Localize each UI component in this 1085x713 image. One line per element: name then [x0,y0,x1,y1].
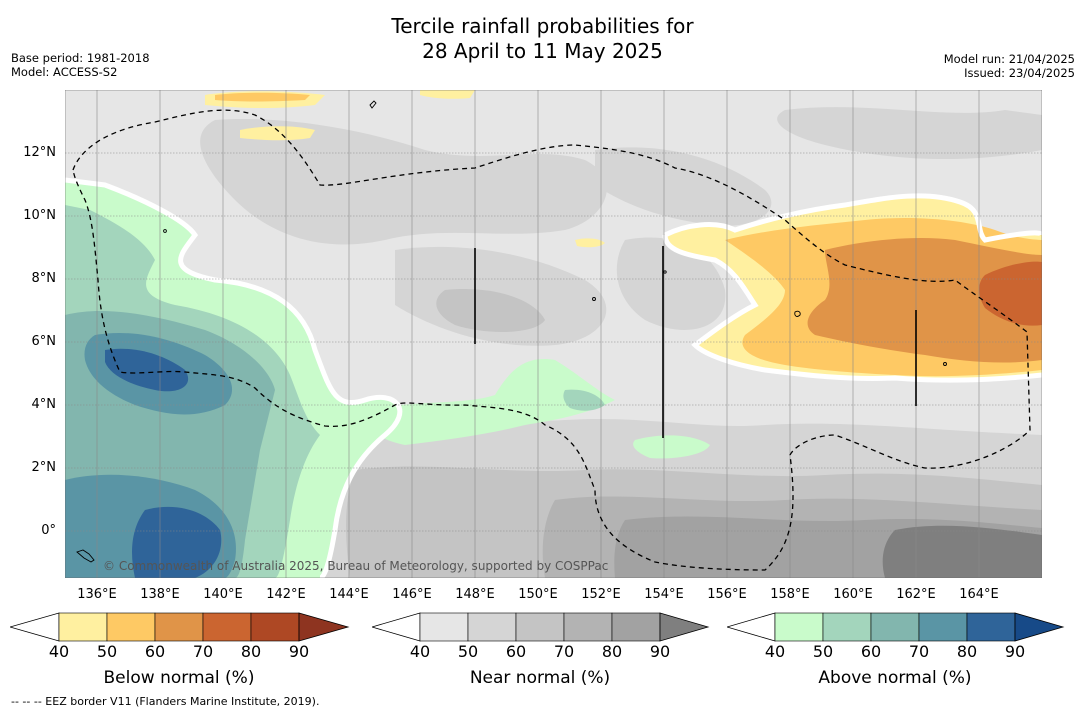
near-normal-90-region [882,525,1042,578]
lon-label-142e: 142°E [266,587,306,602]
colorbar-above-normal [727,612,1065,642]
lon-label-152e: 152°E [581,587,621,602]
above-tick-70: 70 [908,642,930,661]
lon-label-140e: 140°E [203,587,243,602]
below-tick-40: 40 [48,642,70,661]
lon-label-148e: 148°E [455,587,495,602]
lon-label-154e: 154°E [644,587,684,602]
title-line-2: 28 April to 11 May 2025 [422,39,663,63]
below-tick-60: 60 [144,642,166,661]
base-period: Base period: 1981-2018 [11,51,150,65]
eez-border-palau-fsm-west [72,109,1031,571]
lon-label-160e: 160°E [833,587,873,602]
eez-footnote: -- -- -- EEZ border V11 (Flanders Marine… [11,695,320,708]
above-normal-region [65,180,710,578]
below-normal-region [205,90,1042,381]
eez-solid-lines [474,246,917,438]
meta-left: Base period: 1981-2018 Model: ACCESS-S2 [11,51,150,79]
near-tick-90: 90 [649,642,671,661]
lat-label-2n: 2°N [31,460,57,475]
copyright-notice: © Commonwealth of Australia 2025, Bureau… [103,559,609,573]
below-tick-70: 70 [192,642,214,661]
near-tick-80: 80 [601,642,623,661]
colorbar-below-normal [10,612,350,642]
lat-label-0: 0° [41,523,56,538]
lat-label-6n: 6°N [31,334,57,349]
above-tick-90: 90 [1004,642,1026,661]
above-tick-50: 50 [812,642,834,661]
above-normal-label: Above normal (%) [818,668,972,688]
above-tick-80: 80 [956,642,978,661]
below-normal-label: Below normal (%) [103,668,255,688]
lat-label-4n: 4°N [31,397,57,412]
rainfall-probability-map [65,90,1042,578]
above-tick-60: 60 [860,642,882,661]
below-tick-90: 90 [288,642,310,661]
lon-label-146e: 146°E [392,587,432,602]
lon-label-156e: 156°E [707,587,747,602]
lon-label-164e: 164°E [959,587,999,602]
near-tick-50: 50 [457,642,479,661]
lon-label-144e: 144°E [329,587,369,602]
below-tick-80: 80 [240,642,262,661]
colorbar-near-normal [372,612,710,642]
lat-label-12n: 12°N [23,145,56,160]
lat-label-8n: 8°N [31,271,57,286]
model-run: Model run: 21/04/2025 [943,52,1075,66]
islands [76,100,947,563]
above-tick-40: 40 [764,642,786,661]
lat-label-10n: 10°N [23,208,56,223]
model-name: Model: ACCESS-S2 [11,65,118,79]
latitude-gridlines [65,152,1042,532]
above-normal-contour [65,177,403,578]
lon-label-138e: 138°E [140,587,180,602]
near-tick-70: 70 [553,642,575,661]
below-normal-contour [662,193,1042,383]
issued-date: Issued: 23/04/2025 [964,66,1075,80]
map-title: Tercile rainfall probabilities for 28 Ap… [0,14,1085,64]
below-tick-50: 50 [96,642,118,661]
near-normal-label: Near normal (%) [469,668,611,688]
title-line-1: Tercile rainfall probabilities for [391,14,694,38]
meta-right: Model run: 21/04/2025 Issued: 23/04/2025 [944,52,1075,80]
lon-label-162e: 162°E [896,587,936,602]
lon-label-158e: 158°E [770,587,810,602]
near-tick-60: 60 [505,642,527,661]
near-tick-40: 40 [409,642,431,661]
lon-label-150e: 150°E [518,587,558,602]
lon-label-136e: 136°E [77,587,117,602]
